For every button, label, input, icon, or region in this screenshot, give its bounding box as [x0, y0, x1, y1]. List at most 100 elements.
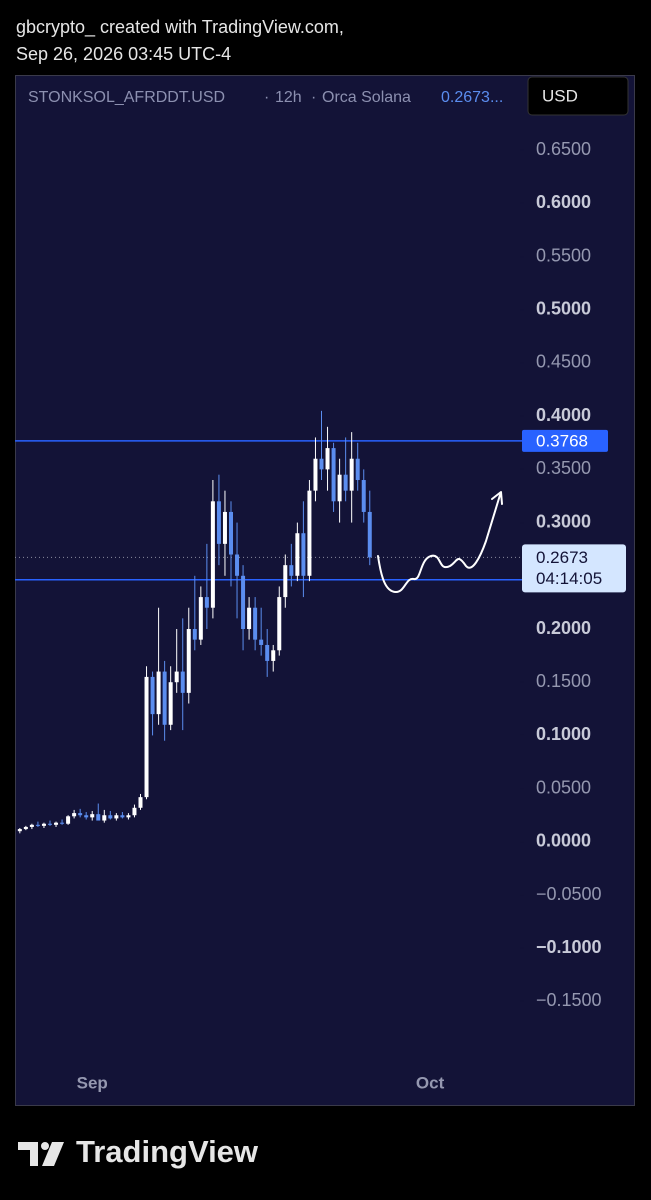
candle-body — [222, 511, 227, 544]
candle-body — [54, 822, 59, 825]
candle-body — [150, 676, 155, 715]
candle-body — [198, 597, 203, 640]
candle-body — [60, 822, 65, 824]
candle-body — [102, 815, 107, 821]
candle-body — [120, 815, 125, 818]
candle-body — [307, 490, 312, 576]
last-price-box — [522, 544, 626, 593]
drawn-arrowhead — [491, 491, 503, 505]
candle-body — [235, 554, 240, 576]
candle-body — [331, 448, 336, 502]
candle-body — [192, 629, 197, 640]
candle-body — [138, 797, 143, 808]
x-tick-label: Sep — [77, 1073, 108, 1092]
y-tick-label: 0.1000 — [536, 724, 591, 744]
candle-body — [72, 813, 77, 817]
candle-body — [66, 816, 71, 824]
y-tick-label: 0.3000 — [536, 511, 591, 531]
legend: STONKSOL_AFRDDT.USD · 12h · Orca Solana … — [28, 89, 503, 106]
candle-body — [349, 458, 354, 491]
candle-body — [289, 565, 294, 576]
separator: · — [311, 89, 316, 106]
candle-body — [210, 501, 215, 608]
candle-body — [271, 650, 276, 661]
candle-body — [90, 814, 95, 818]
header-line: gbcrypto_ created with TradingView.com, — [16, 17, 344, 38]
y-tick-label: 0.6500 — [536, 139, 591, 159]
candle-body — [114, 815, 119, 819]
candle-body — [180, 671, 185, 693]
candle-body — [144, 676, 149, 798]
symbol: STONKSOL_AFRDDT.USD — [28, 89, 225, 106]
y-tick-label: −0.1500 — [536, 990, 602, 1010]
y-tick-label: 0.0500 — [536, 777, 591, 797]
countdown-label: 04:14:05 — [536, 569, 602, 588]
candle-body — [78, 813, 83, 816]
y-tick-label: 0.6000 — [536, 192, 591, 212]
y-tick-label: −0.1000 — [536, 937, 602, 957]
candle-body — [265, 644, 270, 661]
candle-body — [174, 671, 179, 683]
candle-body — [277, 597, 282, 651]
candle-body — [343, 474, 348, 491]
price-line-label-box — [522, 429, 608, 452]
separator: · — [264, 89, 269, 106]
logo-mark — [42, 1142, 64, 1166]
x-tick-label: Oct — [416, 1073, 445, 1092]
candle-body — [228, 511, 233, 555]
footer-logo — [18, 1142, 64, 1166]
candle-body — [241, 575, 246, 630]
candle-body — [23, 826, 28, 830]
candle-body — [156, 671, 161, 715]
candle-body — [126, 815, 131, 818]
candle-body — [216, 501, 221, 544]
y-tick-label: 0.5000 — [536, 298, 591, 318]
candle-body — [355, 458, 360, 481]
header-date: Sep 26, 2026 03:45 UTC-4 — [16, 44, 231, 64]
candle-body — [41, 823, 46, 826]
candle-body — [186, 629, 191, 693]
candle-body — [313, 458, 318, 491]
exchange: Orca Solana — [322, 89, 411, 106]
candle-body — [247, 607, 252, 630]
candle-body — [35, 824, 40, 826]
y-tick-label: −0.0500 — [536, 884, 602, 904]
plot: 0.6500 0.6000 0.5500 0.5000 0.4500 0.4000 0.35… — [15, 139, 626, 1092]
drawn-curve — [377, 494, 501, 594]
y-tick-label: 0.5500 — [536, 245, 591, 265]
last-price-label: 0.2673 — [536, 548, 588, 567]
y-tick-label: 0.2000 — [536, 618, 591, 638]
candle-body — [17, 829, 22, 832]
y-tick-label: 0.0000 — [536, 831, 591, 851]
candle-body — [337, 474, 342, 502]
candle-body — [29, 824, 34, 827]
candle-body — [259, 639, 264, 645]
currency-label: USD — [542, 86, 578, 105]
candle-body — [253, 607, 258, 640]
logo-mark — [41, 1142, 49, 1150]
candle-body — [367, 511, 372, 558]
candle-body — [361, 480, 366, 512]
y-tick-label: 0.1500 — [536, 671, 591, 691]
candle-body — [204, 597, 209, 608]
y-tick-label: 0.4000 — [536, 405, 591, 425]
candle-body — [295, 533, 300, 576]
candle-body — [162, 671, 167, 725]
y-tick-label: 0.3500 — [536, 458, 591, 478]
candle-body — [96, 814, 101, 821]
y-tick-label: 0.4500 — [536, 352, 591, 372]
candle-body — [168, 682, 173, 725]
legend-price: 0.2673... — [441, 89, 503, 106]
logo-mark — [18, 1142, 38, 1166]
interval: 12h — [275, 89, 302, 106]
currency-button[interactable] — [527, 76, 629, 116]
candle-body — [108, 815, 113, 819]
footer-brand: TradingView — [76, 1134, 259, 1169]
candle-body — [319, 458, 324, 470]
candle-body — [47, 823, 52, 825]
candle-body — [301, 533, 306, 576]
candle-body — [84, 815, 89, 818]
candle-body — [132, 807, 137, 816]
candle-body — [325, 448, 330, 470]
